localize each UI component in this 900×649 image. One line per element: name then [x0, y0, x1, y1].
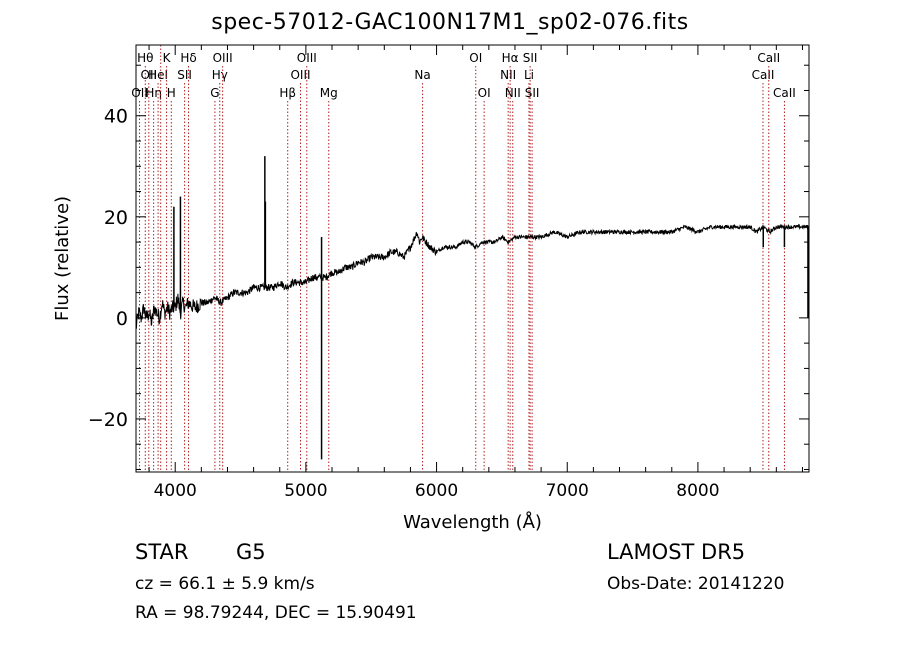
chart-title: spec-57012-GAC100N17M1_sp02-076.fits	[211, 10, 689, 35]
line-marker-label: NII	[500, 68, 516, 82]
x-tick-label: 8000	[676, 481, 719, 501]
redshift-cz: cz = 66.1 ± 5.9 km/s	[135, 574, 315, 594]
line-marker-label: Li	[524, 68, 534, 82]
line-marker-label: Hγ	[212, 68, 228, 82]
line-marker-label: OIII	[290, 68, 310, 82]
line-marker-label: CaII	[752, 68, 775, 82]
object-subclass: G5	[236, 540, 266, 564]
spectrum-line	[135, 223, 810, 329]
axes: 4000 5000 6000 7000 8000 −20 0 20 40	[88, 45, 809, 501]
plot-frame	[135, 44, 810, 473]
y-axis-label: Flux (relative)	[52, 196, 73, 321]
line-markers: OIIHθOIIHηHeIKHSIIHδGHγOIIIHβOIIIOIIIMgN…	[131, 45, 796, 472]
line-marker-label: OIII	[213, 51, 233, 65]
line-marker-label: Hβ	[279, 86, 296, 100]
line-marker-label: Hη	[145, 86, 162, 100]
line-marker-label: SII	[177, 68, 192, 82]
y-tick-label: 40	[104, 106, 128, 128]
y-tick-label: 0	[116, 308, 128, 330]
line-marker-label: SII	[525, 86, 540, 100]
line-marker-label: Hα	[502, 51, 519, 65]
line-marker-label: CaII	[773, 86, 796, 100]
line-marker-label: Mg	[320, 86, 338, 100]
line-marker-label: K	[163, 51, 172, 65]
ra-dec-coordinates: RA = 98.79244, DEC = 15.90491	[135, 603, 417, 623]
x-tick-label: 4000	[154, 481, 197, 501]
x-tick-label: 5000	[284, 481, 327, 501]
observation-date: Obs-Date: 20141220	[607, 574, 785, 594]
line-marker-label: H	[167, 86, 176, 100]
line-marker-label: HeI	[148, 68, 168, 82]
line-marker-label: OII	[141, 68, 158, 82]
survey-name: LAMOST DR5	[607, 540, 746, 564]
line-marker-label: NII	[505, 86, 521, 100]
x-tick-label: 7000	[546, 481, 589, 501]
line-marker-label: OI	[478, 86, 491, 100]
object-class: STAR	[135, 540, 189, 564]
line-marker-label: OIII	[297, 51, 317, 65]
line-marker-label: OI	[469, 51, 482, 65]
line-marker-label: Hθ	[137, 51, 153, 65]
x-tick-label: 6000	[415, 481, 458, 501]
line-marker-label: CaII	[757, 51, 780, 65]
y-tick-label: −20	[88, 409, 128, 431]
x-axis-label: Wavelength (Å)	[403, 511, 542, 533]
line-marker-label: G	[210, 86, 219, 100]
line-marker-label: Hδ	[180, 51, 196, 65]
line-marker-label: OII	[131, 86, 148, 100]
spectrum-series	[135, 156, 810, 460]
y-tick-label: 20	[104, 207, 128, 229]
line-marker-label: Na	[414, 68, 430, 82]
line-marker-label: SII	[523, 51, 538, 65]
